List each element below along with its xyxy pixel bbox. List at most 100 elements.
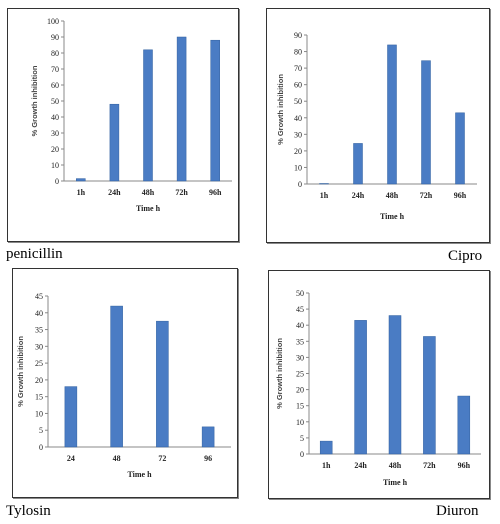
y-tick-label: 20 (294, 147, 302, 156)
x-tick-label: 24h (354, 461, 367, 470)
x-tick-label: 96h (454, 191, 467, 200)
bar-72h (421, 60, 431, 185)
y-tick-label: 20 (296, 386, 304, 395)
y-axis-label: % Growth inhibition (30, 65, 39, 136)
y-tick-label: 40 (294, 114, 302, 123)
y-tick-label: 10 (51, 161, 59, 170)
caption-cipro: Cipro (448, 248, 483, 264)
bar-96h (210, 39, 220, 182)
x-tick-label: 72h (175, 188, 188, 197)
chart-cipro: 0 10 20 30 40 50 60 70 80 90 1h 24h 48h 72h 96h Time h%… (276, 31, 477, 221)
y-tick-label: 90 (294, 31, 302, 40)
bar-72h (423, 336, 436, 455)
bar-96h (455, 112, 465, 185)
chart-penicillin: 0 10 20 30 40 50 60 70 80 90 100 1h 24h 48h 72h 96h Time… (30, 17, 232, 213)
y-tick-label: 40 (35, 309, 43, 318)
x-axis-label: Time h (380, 212, 405, 221)
x-tick-label: 72h (420, 191, 433, 200)
bar-24 (64, 386, 78, 448)
chart-diuron: 0 5 10 15 20 25 30 35 40 45 50 1h 24h 48h 72h 96h Time h… (275, 289, 481, 487)
y-tick-label: 50 (294, 97, 302, 106)
x-tick-label: 96h (209, 188, 222, 197)
caption-penicillin: penicillin (6, 246, 63, 262)
y-tick-label: 100 (47, 17, 59, 26)
x-tick-label: 96h (458, 461, 471, 470)
bar-24h (109, 103, 120, 182)
y-tick-label: 70 (51, 65, 59, 74)
y-tick-label: 50 (296, 289, 304, 298)
bar-1h (76, 178, 86, 182)
bar-1h (319, 440, 333, 455)
x-tick-label: 24h (108, 188, 121, 197)
y-axis-label: % Growth inhibition (276, 74, 285, 145)
y-tick-label: 0 (300, 450, 304, 459)
y-tick-label: 80 (294, 48, 302, 57)
y-tick-label: 30 (51, 129, 59, 138)
x-tick-label: 48h (142, 188, 155, 197)
bar-96 (201, 426, 215, 448)
bar-96h (457, 395, 471, 455)
y-tick-label: 90 (51, 33, 59, 42)
y-tick-label: 70 (294, 64, 302, 73)
y-tick-label: 45 (296, 305, 304, 314)
y-tick-label: 45 (35, 292, 43, 301)
y-tick-label: 40 (51, 113, 59, 122)
bar-48 (110, 305, 123, 448)
x-axis-label: Time h (127, 470, 152, 479)
y-tick-label: 30 (35, 342, 43, 351)
x-tick-label: 96 (204, 454, 212, 463)
x-tick-label: 48h (389, 461, 402, 470)
bar-48h (387, 44, 397, 185)
y-tick-label: 5 (39, 426, 43, 435)
chart-panel-penicillin: 0 10 20 30 40 50 60 70 80 90 100 1h 24h 48h 72h 96h Time… (7, 8, 239, 242)
y-tick-label: 20 (35, 376, 43, 385)
y-tick-label: 25 (35, 359, 43, 368)
y-tick-label: 5 (300, 434, 304, 443)
chart-tylosin: 0 5 10 15 20 25 30 35 40 45 24 48 72 96 Time h % Growth… (16, 292, 231, 479)
bar-24h (353, 143, 363, 185)
y-tick-label: 15 (296, 402, 304, 411)
y-tick-label: 60 (51, 81, 59, 90)
caption-diuron: Diuron (436, 503, 479, 519)
y-tick-label: 25 (296, 370, 304, 379)
x-tick-label: 1h (320, 191, 329, 200)
y-tick-label: 10 (296, 418, 304, 427)
y-tick-label: 35 (296, 337, 304, 346)
bar-72h (176, 36, 187, 182)
x-axis-label: Time h (136, 204, 161, 213)
y-tick-label: 10 (35, 409, 43, 418)
x-tick-label: 24 (67, 454, 75, 463)
bar-48h (388, 315, 402, 455)
y-tick-label: 30 (296, 353, 304, 362)
x-tick-label: 1h (322, 461, 331, 470)
y-tick-label: 80 (51, 49, 59, 58)
y-tick-label: 0 (39, 443, 43, 452)
y-tick-label: 10 (294, 163, 302, 172)
x-tick-label: 24h (352, 191, 365, 200)
chart-panel-cipro: 0 10 20 30 40 50 60 70 80 90 1h 24h 48h 72h 96h Time h%… (266, 8, 490, 243)
y-axis-label: % Growth inhibition (275, 338, 284, 409)
bar-1h (319, 183, 329, 185)
x-axis-label: Time h (383, 478, 408, 487)
x-tick-label: 48h (386, 191, 399, 200)
y-tick-label: 15 (35, 393, 43, 402)
x-tick-label: 72 (158, 454, 166, 463)
x-tick-label: 48 (113, 454, 121, 463)
bar-48h (143, 49, 153, 182)
chart-panel-tylosin: 0 5 10 15 20 25 30 35 40 45 24 48 72 96 Time h % Growth… (12, 268, 238, 498)
y-tick-label: 35 (35, 326, 43, 335)
bar-24h (354, 320, 367, 455)
chart-panel-diuron: 0 5 10 15 20 25 30 35 40 45 50 1h 24h 48h 72h 96h Time h… (268, 270, 490, 499)
y-axis-label: % Growth inhibition (16, 336, 25, 407)
y-tick-label: 20 (51, 145, 59, 154)
bar-72 (156, 320, 169, 448)
y-tick-label: 60 (294, 81, 302, 90)
caption-tylosin: Tylosin (6, 503, 51, 519)
x-tick-label: 1h (77, 188, 86, 197)
y-tick-label: 30 (294, 130, 302, 139)
x-tick-label: 72h (423, 461, 436, 470)
y-tick-label: 50 (51, 97, 59, 106)
y-tick-label: 0 (298, 180, 302, 189)
y-tick-label: 40 (296, 321, 304, 330)
y-tick-label: 0 (55, 177, 59, 186)
